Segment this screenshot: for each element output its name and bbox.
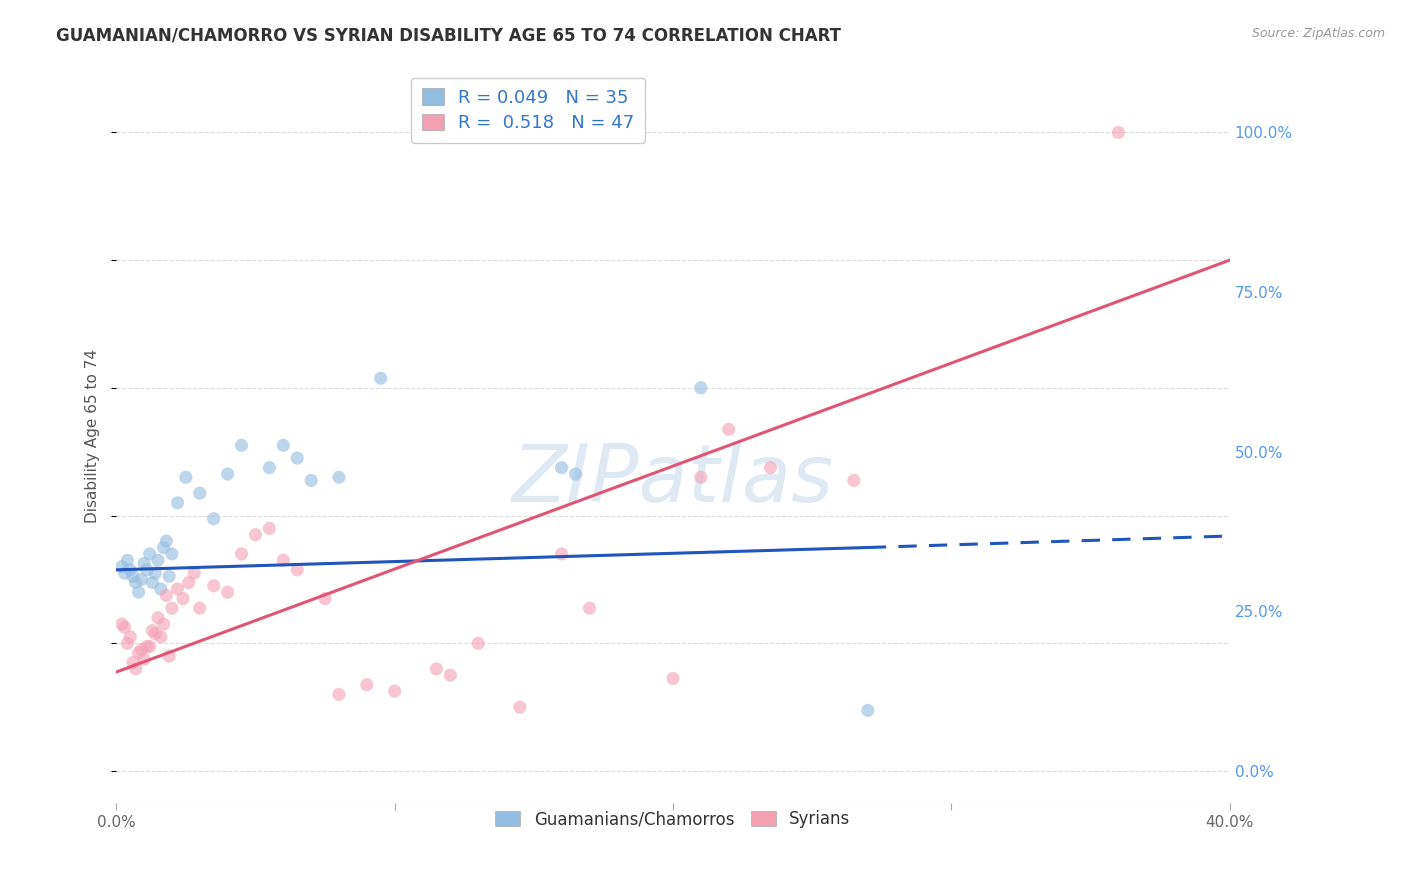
Point xyxy=(188,486,211,500)
Point xyxy=(122,656,145,670)
Point xyxy=(174,470,197,484)
Point xyxy=(285,451,308,466)
Point xyxy=(217,585,239,599)
Point xyxy=(155,588,177,602)
Point xyxy=(328,470,350,484)
Point xyxy=(146,611,169,625)
Point xyxy=(183,566,205,580)
Point xyxy=(328,687,350,701)
Point xyxy=(856,703,879,717)
Point xyxy=(152,617,174,632)
Point xyxy=(689,470,711,484)
Point xyxy=(122,569,145,583)
Point xyxy=(117,636,139,650)
Point xyxy=(271,438,294,452)
Point xyxy=(125,662,148,676)
Point xyxy=(217,467,239,481)
Point xyxy=(111,559,134,574)
Point xyxy=(111,617,134,632)
Point xyxy=(141,575,163,590)
Y-axis label: Disability Age 65 to 74: Disability Age 65 to 74 xyxy=(86,349,100,523)
Point xyxy=(717,422,740,436)
Point xyxy=(564,467,586,481)
Point xyxy=(202,579,225,593)
Point xyxy=(132,652,155,666)
Point xyxy=(271,553,294,567)
Point xyxy=(114,620,136,634)
Point xyxy=(259,460,281,475)
Point xyxy=(114,566,136,580)
Text: GUAMANIAN/CHAMORRO VS SYRIAN DISABILITY AGE 65 TO 74 CORRELATION CHART: GUAMANIAN/CHAMORRO VS SYRIAN DISABILITY … xyxy=(56,27,841,45)
Point xyxy=(117,553,139,567)
Point xyxy=(160,601,183,615)
Point xyxy=(120,563,142,577)
Point xyxy=(439,668,461,682)
Point xyxy=(143,566,166,580)
Point xyxy=(662,672,685,686)
Point xyxy=(128,585,150,599)
Point xyxy=(578,601,600,615)
Point xyxy=(131,642,153,657)
Point xyxy=(149,582,172,596)
Point xyxy=(166,582,188,596)
Point xyxy=(467,636,489,650)
Point xyxy=(425,662,447,676)
Point xyxy=(285,563,308,577)
Point xyxy=(759,460,782,475)
Point xyxy=(202,512,225,526)
Point xyxy=(314,591,336,606)
Point xyxy=(231,547,253,561)
Point xyxy=(160,547,183,561)
Point xyxy=(152,541,174,555)
Point xyxy=(188,601,211,615)
Point xyxy=(125,575,148,590)
Point xyxy=(245,527,267,541)
Point xyxy=(259,521,281,535)
Text: ZIPatlas: ZIPatlas xyxy=(512,441,834,519)
Point xyxy=(550,547,572,561)
Point xyxy=(166,496,188,510)
Point xyxy=(141,624,163,638)
Text: Source: ZipAtlas.com: Source: ZipAtlas.com xyxy=(1251,27,1385,40)
Point xyxy=(550,460,572,475)
Point xyxy=(157,649,180,664)
Point xyxy=(149,630,172,644)
Point xyxy=(177,575,200,590)
Point xyxy=(135,563,157,577)
Point xyxy=(132,557,155,571)
Point xyxy=(143,626,166,640)
Point xyxy=(299,474,322,488)
Point xyxy=(146,553,169,567)
Point xyxy=(131,573,153,587)
Point xyxy=(155,534,177,549)
Point xyxy=(842,474,865,488)
Point xyxy=(120,630,142,644)
Point xyxy=(128,646,150,660)
Point xyxy=(231,438,253,452)
Point xyxy=(135,640,157,654)
Legend: Guamanians/Chamorros, Syrians: Guamanians/Chamorros, Syrians xyxy=(489,804,858,835)
Point xyxy=(370,371,392,385)
Point xyxy=(157,569,180,583)
Point xyxy=(1107,125,1129,139)
Point xyxy=(138,547,160,561)
Point xyxy=(689,381,711,395)
Point xyxy=(356,678,378,692)
Point xyxy=(172,591,194,606)
Point xyxy=(384,684,406,698)
Point xyxy=(138,640,160,654)
Point xyxy=(509,700,531,714)
